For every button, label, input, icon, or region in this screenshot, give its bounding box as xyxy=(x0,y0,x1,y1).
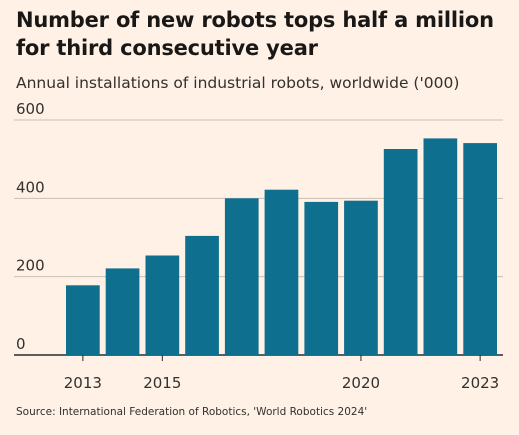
bar-2022 xyxy=(423,138,458,355)
source-note: Source: International Federation of Robo… xyxy=(16,406,368,418)
bar-2014 xyxy=(105,268,140,355)
y-tick-label: 0 xyxy=(16,335,26,353)
y-tick-label: 600 xyxy=(16,100,45,118)
x-tick-label: 2020 xyxy=(342,374,380,392)
y-tick-label: 200 xyxy=(16,257,45,275)
bar-2017 xyxy=(224,198,259,355)
bar-2015 xyxy=(145,255,180,355)
x-tick-label: 2015 xyxy=(143,374,181,392)
bar-2019 xyxy=(304,201,339,355)
bar-2016 xyxy=(185,235,219,355)
chart-title: Number of new robots tops half a million… xyxy=(16,8,494,60)
bar-2021 xyxy=(383,149,418,355)
chart-subtitle: Annual installations of industrial robot… xyxy=(16,74,460,92)
bars xyxy=(66,138,497,355)
bar-2013 xyxy=(66,285,100,355)
bar-2018 xyxy=(264,189,299,355)
bar-2020 xyxy=(344,200,378,355)
y-tick-label: 400 xyxy=(16,178,45,196)
bar-2023 xyxy=(463,143,497,355)
x-axis-labels: 2013 2015 2020 2023 xyxy=(64,355,499,392)
x-tick-label: 2023 xyxy=(461,374,499,392)
y-axis-labels: 0 200 400 600 xyxy=(16,100,45,353)
x-tick-label: 2013 xyxy=(64,374,102,392)
